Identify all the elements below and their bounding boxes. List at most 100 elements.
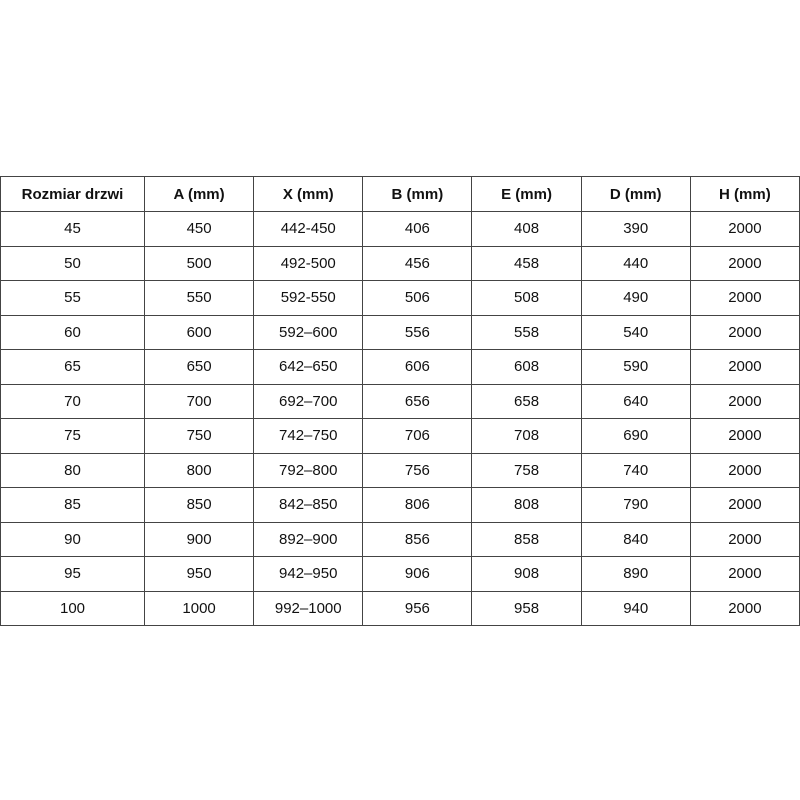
table-row: 70 700 692–700 656 658 640 2000	[0, 383, 800, 419]
table-cell: 2000	[689, 487, 800, 523]
table-cell: 500	[143, 245, 255, 281]
column-header: Rozmiar drzwi	[0, 176, 145, 212]
table-cell: 640	[580, 383, 691, 419]
table-cell: 408	[471, 211, 582, 247]
table-cell: 992–1000	[253, 590, 364, 626]
table-cell: 806	[362, 487, 473, 523]
table-cell: 958	[471, 590, 582, 626]
table-row: 55 550 592-550 506 508 490 2000	[0, 280, 800, 316]
table-cell: 900	[143, 521, 255, 557]
table-cell: 65	[0, 349, 145, 385]
table-cell: 940	[580, 590, 691, 626]
column-header: B (mm)	[362, 176, 473, 212]
table-row: 50 500 492-500 456 458 440 2000	[0, 245, 800, 281]
table-cell: 840	[580, 521, 691, 557]
table-row: 75 750 742–750 706 708 690 2000	[0, 418, 800, 454]
column-header: E (mm)	[471, 176, 582, 212]
column-header: X (mm)	[253, 176, 364, 212]
table-cell: 2000	[689, 245, 800, 281]
table-cell: 592-550	[253, 280, 364, 316]
table-cell: 2000	[689, 211, 800, 247]
table-row: 85 850 842–850 806 808 790 2000	[0, 487, 800, 523]
table-cell: 450	[143, 211, 255, 247]
table-cell: 608	[471, 349, 582, 385]
table-cell: 700	[143, 383, 255, 419]
header-row: Rozmiar drzwi A (mm) X (mm) B (mm) E (mm) D (…	[0, 176, 800, 212]
table-row: 80 800 792–800 756 758 740 2000	[0, 452, 800, 488]
table-cell: 842–850	[253, 487, 364, 523]
column-header: H (mm)	[689, 176, 800, 212]
table-cell: 458	[471, 245, 582, 281]
table-cell: 75	[0, 418, 145, 454]
table-cell: 60	[0, 314, 145, 350]
table-row: 45 450 442-450 406 408 390 2000	[0, 211, 800, 247]
table-cell: 2000	[689, 556, 800, 592]
table-cell: 45	[0, 211, 145, 247]
table-cell: 70	[0, 383, 145, 419]
table-cell: 540	[580, 314, 691, 350]
table-cell: 600	[143, 314, 255, 350]
table-cell: 492-500	[253, 245, 364, 281]
table-cell: 55	[0, 280, 145, 316]
table-cell: 50	[0, 245, 145, 281]
table-cell: 950	[143, 556, 255, 592]
column-header: A (mm)	[143, 176, 255, 212]
table-cell: 790	[580, 487, 691, 523]
table-cell: 2000	[689, 521, 800, 557]
table-row: 100 1000 992–1000 956 958 940 2000	[0, 590, 800, 626]
column-header: D (mm)	[580, 176, 691, 212]
table-cell: 2000	[689, 314, 800, 350]
table-cell: 2000	[689, 280, 800, 316]
door-size-table: Rozmiar drzwi A (mm) X (mm) B (mm) E (mm) D (…	[0, 176, 800, 626]
table-cell: 850	[143, 487, 255, 523]
table-cell: 2000	[689, 383, 800, 419]
table-row: 65 650 642–650 606 608 590 2000	[0, 349, 800, 385]
table-cell: 606	[362, 349, 473, 385]
table-cell: 956	[362, 590, 473, 626]
table-cell: 406	[362, 211, 473, 247]
table-cell: 2000	[689, 452, 800, 488]
table-cell: 642–650	[253, 349, 364, 385]
table-cell: 892–900	[253, 521, 364, 557]
table-cell: 85	[0, 487, 145, 523]
table-cell: 706	[362, 418, 473, 454]
table-cell: 80	[0, 452, 145, 488]
table-cell: 908	[471, 556, 582, 592]
table-cell: 942–950	[253, 556, 364, 592]
table-cell: 800	[143, 452, 255, 488]
table-cell: 1000	[143, 590, 255, 626]
table-cell: 550	[143, 280, 255, 316]
table-cell: 658	[471, 383, 582, 419]
table-cell: 690	[580, 418, 691, 454]
table-cell: 756	[362, 452, 473, 488]
table-cell: 440	[580, 245, 691, 281]
table-cell: 556	[362, 314, 473, 350]
table-cell: 592–600	[253, 314, 364, 350]
table-cell: 858	[471, 521, 582, 557]
table-cell: 490	[580, 280, 691, 316]
table-cell: 506	[362, 280, 473, 316]
table-cell: 95	[0, 556, 145, 592]
table-cell: 2000	[689, 418, 800, 454]
table-cell: 792–800	[253, 452, 364, 488]
table-cell: 758	[471, 452, 582, 488]
table-cell: 692–700	[253, 383, 364, 419]
table-cell: 90	[0, 521, 145, 557]
table-cell: 590	[580, 349, 691, 385]
table-cell: 750	[143, 418, 255, 454]
table-row: 95 950 942–950 906 908 890 2000	[0, 556, 800, 592]
table-cell: 808	[471, 487, 582, 523]
table-row: 60 600 592–600 556 558 540 2000	[0, 314, 800, 350]
table-cell: 890	[580, 556, 691, 592]
table-cell: 856	[362, 521, 473, 557]
table-cell: 2000	[689, 349, 800, 385]
table-cell: 442-450	[253, 211, 364, 247]
table-cell: 742–750	[253, 418, 364, 454]
table-cell: 656	[362, 383, 473, 419]
table-cell: 708	[471, 418, 582, 454]
table-cell: 508	[471, 280, 582, 316]
table-cell: 906	[362, 556, 473, 592]
table-cell: 650	[143, 349, 255, 385]
table-cell: 740	[580, 452, 691, 488]
table-cell: 390	[580, 211, 691, 247]
